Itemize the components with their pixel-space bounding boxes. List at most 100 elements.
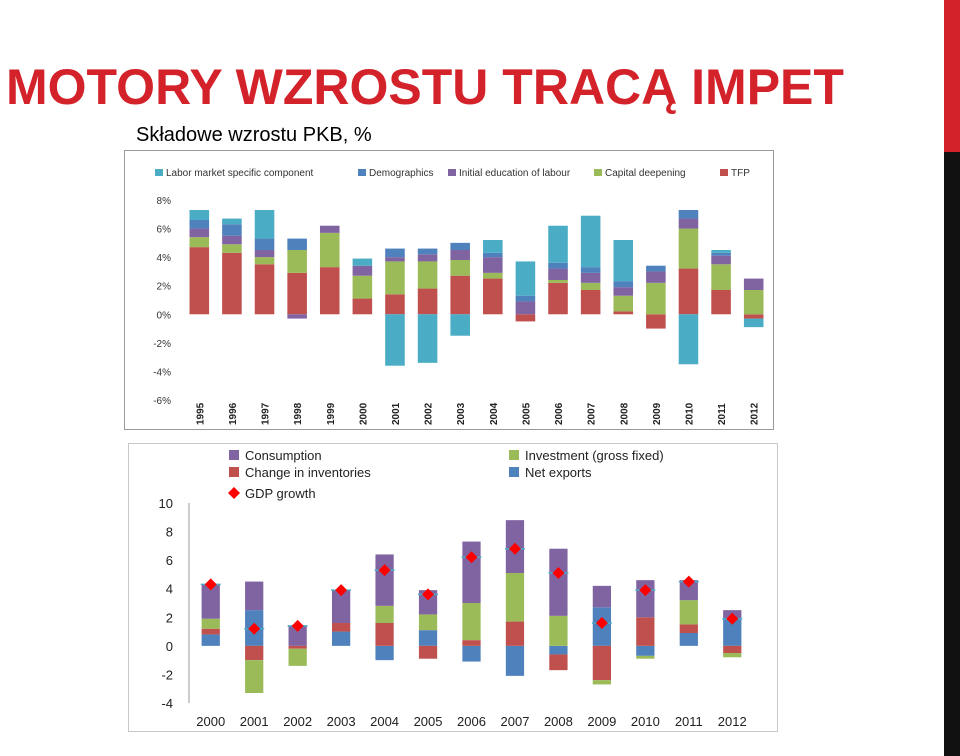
bar-labor-market-specific-component-2005 [515,261,536,296]
bar-demographics-2001 [385,248,405,258]
x-tick-label-2007: 2007 [587,402,598,425]
bar-labor-market-specific-component-1996 [222,218,242,225]
gdp-marker-2012 [726,612,739,625]
bar-tfp-2005 [515,314,536,322]
legend-label-labor-market-specific-component: Labor market specific component [166,168,314,179]
bar-initial-education-of-labour-2001 [385,257,405,262]
x-tick-label-2001: 2001 [240,714,269,729]
gdp-marker-2005 [422,588,435,601]
bar-labor-market-specific-component-2007 [580,215,601,268]
bar-investment-gross-fixed-2007 [505,573,525,622]
bar-labor-market-specific-component-1997 [254,210,275,239]
legend-label-investment-gross-fixed: Investment (gross fixed) [525,448,664,463]
bar-demographics-1995 [189,220,210,229]
x-tick-label-2000: 2000 [358,402,369,425]
legend-label-capital-deepening: Capital deepening [605,168,686,179]
legend-swatch-investment-gross-fixed [509,450,519,460]
bar-change-in-inventories-2004 [375,623,394,646]
bar-tfp-2008 [613,311,634,315]
bar-initial-education-of-labour-1996 [222,235,242,245]
bar-consumption-2002 [288,625,307,646]
x-tick-label-2010: 2010 [684,402,695,425]
y-tick-label: 0% [157,310,172,321]
bar-capital-deepening-1997 [254,257,275,265]
bar-capital-deepening-2004 [483,272,503,279]
bar-initial-education-of-labour-1995 [189,228,210,238]
legend-label-gdp-growth: GDP growth [245,486,316,501]
gdp-marker-2000 [204,578,217,591]
bar-labor-market-specific-component-1995 [189,210,210,220]
bar-initial-education-of-labour-2012 [743,278,764,290]
legend-swatch-demographics [358,169,366,176]
y-tick-label: 4% [157,253,172,264]
bar-initial-education-of-labour-2005 [515,301,536,315]
bar-labor-market-specific-component-2002 [417,314,438,363]
bar-net-exports-2008 [549,645,568,655]
x-tick-label-2010: 2010 [631,714,660,729]
x-tick-label-2004: 2004 [489,402,500,425]
y-tick-label: -4% [153,367,171,378]
legend-label-change-in-inventories: Change in inventories [245,465,371,480]
bar-tfp-2002 [417,288,438,315]
bar-capital-deepening-1996 [222,244,242,253]
bar-change-in-inventories-2010 [636,617,655,646]
bar-change-in-inventories-2012 [723,645,742,653]
legend-swatch-capital-deepening [594,169,602,176]
bar-labor-market-specific-component-2008 [613,240,634,282]
bar-consumption-2006 [462,541,481,603]
bar-demographics-2004 [483,252,503,258]
page-subtitle: Składowe wzrostu PKB, % [136,124,372,146]
x-tick-label-2006: 2006 [457,714,486,729]
bar-capital-deepening-2006 [548,280,568,283]
bar-tfp-2011 [711,290,731,315]
bar-change-in-inventories-2005 [418,645,438,659]
bar-consumption-2000 [201,584,220,619]
bar-tfp-2010 [678,268,699,315]
bar-capital-deepening-2011 [711,264,731,290]
bar-labor-market-specific-component-2000 [352,258,373,266]
x-tick-label-2001: 2001 [391,402,402,425]
bar-consumption-2003 [331,590,351,623]
bar-change-in-inventories-2009 [592,645,612,681]
gdp-marker-2003 [335,584,348,597]
bar-capital-deepening-1999 [319,232,340,268]
x-tick-label-2008: 2008 [619,402,630,425]
bar-tfp-2000 [352,298,373,315]
legend-swatch-labor-market-specific-component [155,169,163,176]
y-tick-label: -2 [161,667,173,682]
bar-net-exports-2005 [418,630,438,646]
bar-change-in-inventories-2003 [331,623,351,632]
bar-consumption-2004 [375,554,394,606]
bar-change-in-inventories-2001 [245,645,264,661]
gdp-marker-2011 [682,575,695,588]
bar-net-exports-2012 [723,618,742,646]
legend-swatch-gdp-growth [228,487,240,499]
bar-net-exports-2007 [505,645,525,676]
bar-capital-deepening-2007 [580,282,601,290]
y-tick-label: 2 [166,610,173,625]
bar-labor-market-specific-component-2012 [743,318,764,328]
y-tick-label: -2% [153,339,171,350]
bar-initial-education-of-labour-2003 [450,250,470,260]
bar-tfp-1995 [189,247,210,315]
bar-capital-deepening-2010 [678,228,699,269]
gdp-marker-2002 [291,619,304,632]
x-tick-label-2012: 2012 [750,402,761,425]
y-tick-label: -4 [161,696,173,711]
bar-initial-education-of-labour-1999 [319,225,340,233]
growth-decomposition-chart: Labor market specific component Demograph… [124,150,774,430]
bar-labor-market-specific-component-2010 [678,314,699,365]
x-tick-label-2012: 2012 [718,714,747,729]
y-tick-label: 8% [157,196,172,207]
accent-bar-dark [944,152,960,756]
bar-tfp-2007 [580,290,601,315]
bar-capital-deepening-1995 [189,237,210,248]
legend-swatch-consumption [229,450,239,460]
bar-change-in-inventories-2000 [201,628,220,635]
x-tick-label-2000: 2000 [196,714,225,729]
bar-investment-gross-fixed-2000 [201,618,220,629]
bar-investment-gross-fixed-2010 [636,655,655,659]
bar-capital-deepening-2009 [646,282,666,315]
bar-labor-market-specific-component-2001 [385,314,405,366]
growth-decomposition-svg: Labor market specific component Demograph… [153,168,764,425]
